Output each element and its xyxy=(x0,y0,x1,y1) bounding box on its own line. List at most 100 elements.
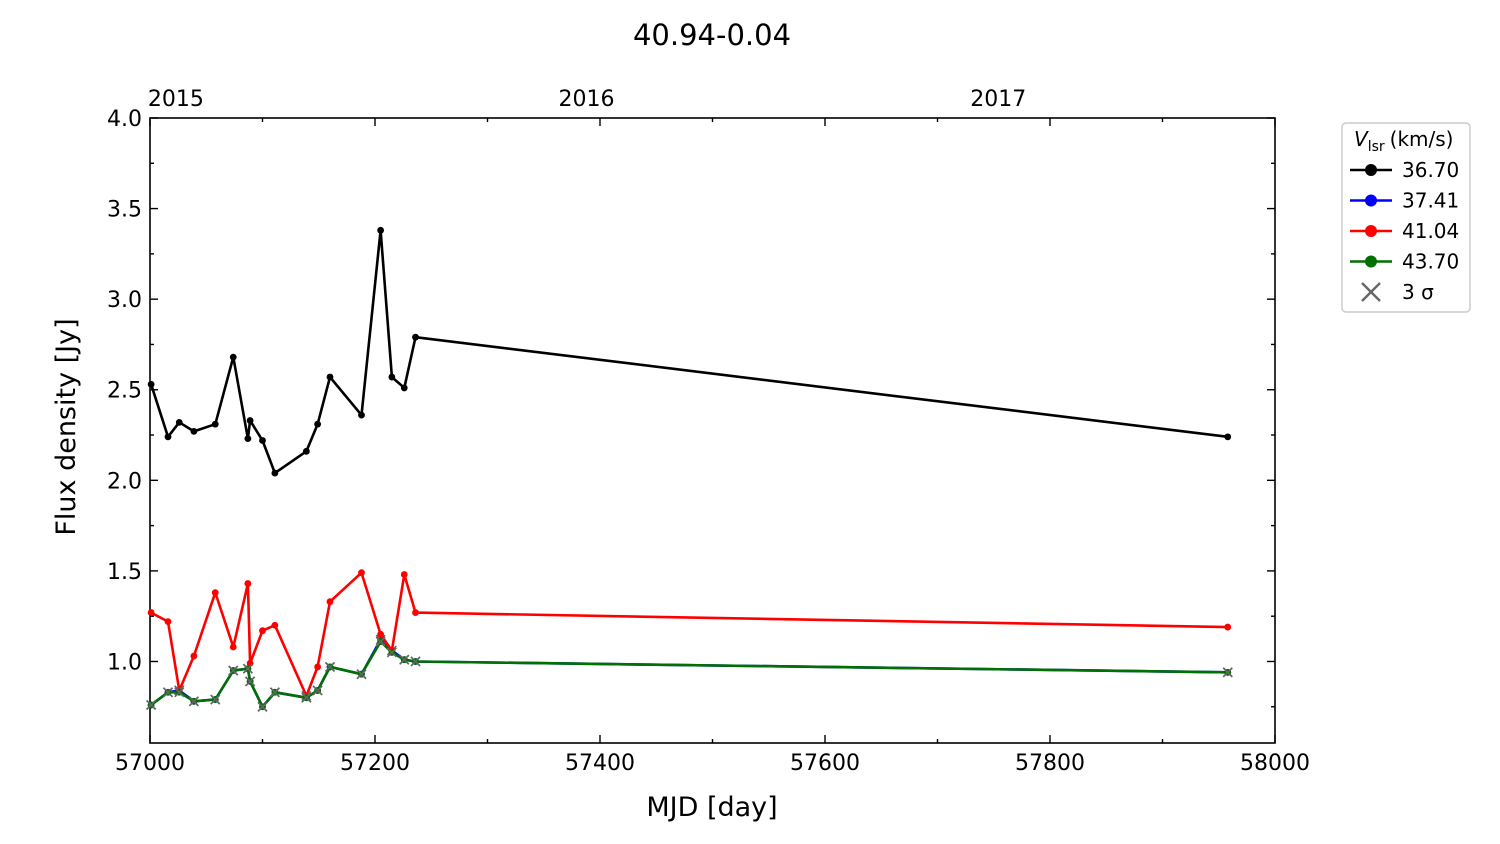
y-axis-title: Flux density [Jy] xyxy=(51,318,82,535)
sigma-marker xyxy=(242,663,253,674)
legend-entries: 36.70 37.41 41.04 43.70 3 σ xyxy=(1350,158,1459,304)
data-point xyxy=(1224,623,1232,631)
top-axis-year-label: 2015 xyxy=(148,87,204,112)
sigma-marker xyxy=(410,656,421,667)
top-axis-year-label: 2016 xyxy=(559,87,615,112)
data-point xyxy=(302,447,310,455)
data-point xyxy=(164,618,172,626)
series-41-04 xyxy=(147,569,1232,701)
data-point xyxy=(259,627,266,635)
series-line xyxy=(150,640,1228,709)
legend-sigma-marker xyxy=(1361,282,1381,302)
data-point xyxy=(412,609,419,616)
x-tick-label: 58000 xyxy=(1240,751,1310,776)
x-tick-label: 57800 xyxy=(1015,751,1085,776)
sigma-marker xyxy=(210,694,221,705)
x-axis-title: MJD [day] xyxy=(646,792,777,823)
data-point xyxy=(229,643,237,651)
sigma-marker xyxy=(162,687,174,698)
y-tick-label: 3.0 xyxy=(107,288,142,313)
legend-label: 37.41 xyxy=(1402,189,1459,213)
x-tick-label: 57600 xyxy=(790,751,860,776)
data-point xyxy=(326,373,334,381)
data-point xyxy=(358,569,365,577)
data-point xyxy=(326,598,334,606)
series-43-70 xyxy=(146,636,1233,712)
legend-marker xyxy=(1365,255,1377,268)
y-tick-label: 4.0 xyxy=(107,107,142,132)
data-point xyxy=(314,420,322,428)
data-point xyxy=(211,589,219,597)
top-axis-year-label: 2017 xyxy=(970,87,1026,112)
data-point xyxy=(246,417,254,424)
data-point xyxy=(314,663,322,671)
data-point xyxy=(271,469,279,477)
x-axis: 57000 57200 57400 57600 57800 58000 xyxy=(115,118,1310,776)
sigma-marker xyxy=(245,676,256,687)
series-line xyxy=(150,638,1228,709)
data-point xyxy=(271,621,279,629)
data-point xyxy=(229,353,237,361)
data-point xyxy=(164,433,172,441)
sigma-marker xyxy=(188,696,199,707)
series-line xyxy=(149,229,1228,475)
data-point xyxy=(388,373,396,381)
legend-sigma-label: 3 σ xyxy=(1402,280,1434,304)
sigma-marker xyxy=(174,687,185,698)
top-axis: 2015 2016 2017 xyxy=(148,87,1026,112)
sigma-marker xyxy=(399,654,410,665)
data-point xyxy=(358,411,365,419)
y-tick-label: 1.5 xyxy=(107,560,142,585)
data-point xyxy=(147,380,155,388)
data-point xyxy=(400,571,408,578)
sigma-marker xyxy=(1222,667,1233,678)
data-point xyxy=(259,437,266,444)
data-point xyxy=(412,333,419,341)
data-point xyxy=(175,418,183,426)
legend-marker xyxy=(1365,164,1377,176)
legend-label: 43.70 xyxy=(1402,250,1459,274)
series-36-70 xyxy=(147,226,1232,477)
legend-title: Vlsr (km/s) xyxy=(1354,127,1453,155)
legend-title-symbol: V xyxy=(1354,127,1369,151)
data-point xyxy=(211,420,219,428)
y-tick-label: 1.0 xyxy=(107,650,142,675)
x-tick-label: 57400 xyxy=(565,751,635,776)
legend-label: 41.04 xyxy=(1402,219,1459,243)
sigma-marker xyxy=(257,701,268,712)
data-point xyxy=(244,435,252,443)
legend: Vlsr (km/s) 36.70 37.41 41.04 43.70 3 σ xyxy=(1341,122,1471,313)
chart-title: 40.94-0.04 xyxy=(633,18,791,52)
data-point xyxy=(1224,433,1232,441)
sigma-marker xyxy=(375,636,386,647)
data-point xyxy=(244,580,252,587)
legend-sigma-cross xyxy=(1361,282,1381,302)
data-point xyxy=(147,609,155,616)
data-point xyxy=(377,630,385,638)
sigma-marker xyxy=(356,669,367,680)
sigma-marker xyxy=(324,661,336,672)
sigma-marker xyxy=(269,687,280,698)
legend-title-subscript: lsr xyxy=(1368,139,1385,155)
data-point xyxy=(400,384,408,392)
x-tick-label: 57200 xyxy=(340,751,410,776)
legend-marker xyxy=(1365,225,1377,237)
y-tick-label: 2.0 xyxy=(107,469,142,494)
sigma-marker xyxy=(386,647,397,658)
sigma-marker xyxy=(146,699,157,711)
legend-marker xyxy=(1365,194,1377,207)
data-point xyxy=(190,652,198,660)
x-tick-label: 57000 xyxy=(115,751,185,776)
plot-frame xyxy=(149,117,1276,744)
data-point xyxy=(190,428,198,435)
data-point xyxy=(377,226,385,234)
series-line xyxy=(150,571,1228,698)
y-tick-label: 2.5 xyxy=(107,379,142,404)
series-layer xyxy=(146,226,1233,712)
sigma-marker xyxy=(228,665,239,676)
sigma-marker xyxy=(312,685,323,696)
y-tick-label: 3.5 xyxy=(107,198,142,223)
sigma-marker xyxy=(301,692,312,703)
legend-title-unit: (km/s) xyxy=(1390,127,1454,151)
